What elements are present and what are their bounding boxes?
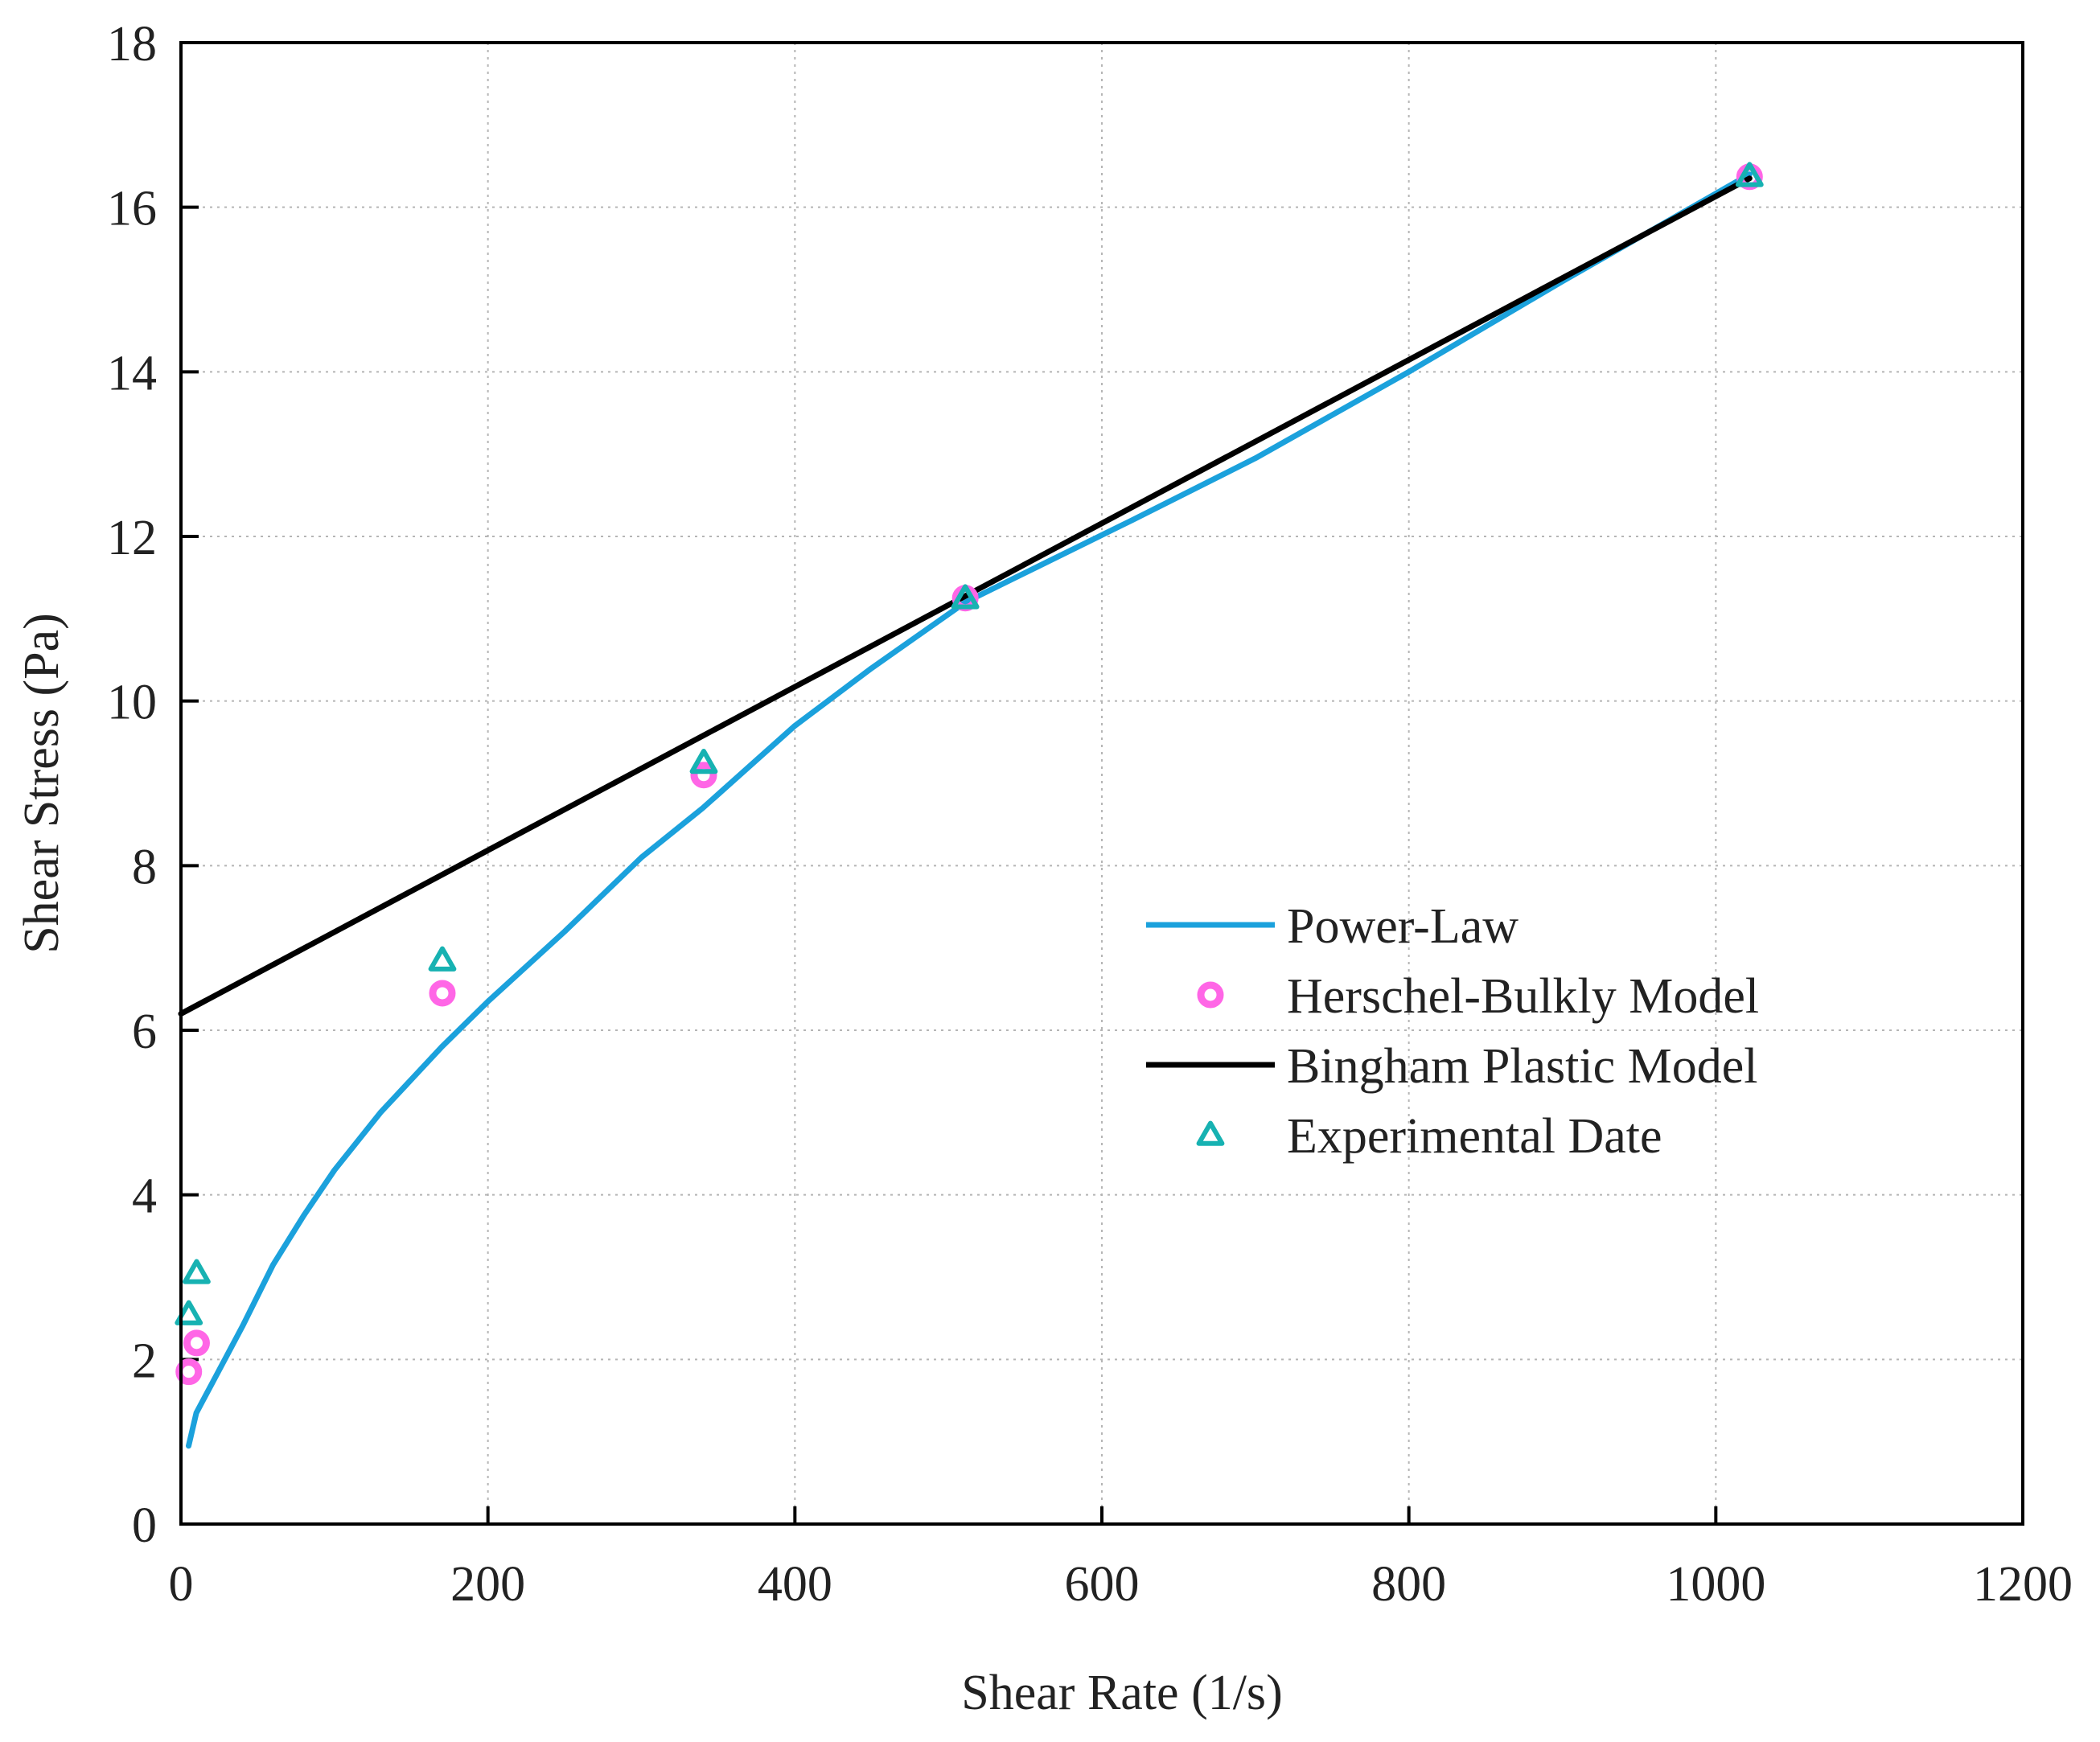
data-point-experimental-date (951, 584, 980, 610)
x-tick-label: 600 (1065, 1557, 1140, 1612)
x-tick-label: 1000 (1666, 1557, 1765, 1612)
x-tick-label: 0 (169, 1557, 194, 1612)
legend-label: Herschel-Bulkly Model (1287, 969, 1759, 1024)
legend-item-power-law: Power-Law (1146, 899, 1518, 954)
legend-item-experimental-date: Experimental Date (1196, 1109, 1662, 1164)
data-point-experimental-date (428, 946, 457, 972)
data-point-experimental-date (689, 749, 718, 774)
series-bingham-plastic-model (178, 175, 1753, 1017)
data-point-experimental-date (1735, 162, 1764, 187)
data-point-herschel-bulkly-model (175, 1358, 203, 1386)
y-tick-label: 6 (132, 1005, 157, 1059)
series-experimental-date (175, 162, 1764, 1325)
legend-label: Power-Law (1287, 899, 1518, 954)
x-axis-title: Shear Rate (1/s) (961, 1666, 1282, 1720)
y-axis-title: Shear Stress (Pa) (14, 613, 69, 954)
series-layer (175, 162, 1764, 1449)
series-line-power-law (186, 171, 1753, 1449)
legend-swatch (1196, 1120, 1225, 1146)
y-tick-label: 8 (132, 840, 157, 894)
legend-label: Bingham Plastic Model (1287, 1039, 1758, 1094)
data-point-experimental-date (183, 1259, 211, 1284)
data-point-experimental-date (175, 1300, 203, 1325)
data-point-herschel-bulkly-model (690, 762, 717, 789)
y-tick-label: 10 (107, 676, 157, 730)
x-tick-label: 400 (758, 1557, 832, 1612)
series-power-law (186, 171, 1753, 1449)
y-tick-label: 0 (132, 1498, 157, 1553)
data-point-herschel-bulkly-model (183, 1329, 210, 1357)
axis-ticks (179, 41, 2024, 1526)
legend: Power-Law Herschel-Bulkly Model Bingham Pl… (1146, 899, 1759, 1164)
legend-item-bingham-plastic-model: Bingham Plastic Model (1146, 1039, 1758, 1094)
x-tick-label: 200 (450, 1557, 525, 1612)
tick-labels: 0 200 400 600 800 1000 1200 0 2 4 6 8 10 12 14 16 18 (107, 17, 2073, 1612)
y-tick-label: 16 (107, 182, 157, 236)
legend-label: Experimental Date (1287, 1109, 1662, 1164)
y-tick-label: 14 (107, 346, 157, 401)
legend-swatch (1197, 981, 1224, 1009)
grid (181, 43, 2023, 1524)
data-point-herschel-bulkly-model (429, 980, 456, 1007)
y-tick-label: 18 (107, 17, 157, 72)
y-tick-label: 2 (132, 1333, 157, 1388)
legend-item-herschel-bulkly-model: Herschel-Bulkly Model (1197, 969, 1759, 1024)
x-tick-label: 1200 (1973, 1557, 2073, 1612)
x-tick-label: 800 (1371, 1557, 1446, 1612)
y-tick-label: 4 (132, 1169, 157, 1224)
plot-frame (179, 41, 2024, 1526)
y-tick-label: 12 (107, 511, 157, 565)
series-line-bingham-plastic-model (178, 175, 1753, 1017)
series-herschel-bulkly-model (175, 163, 1763, 1386)
